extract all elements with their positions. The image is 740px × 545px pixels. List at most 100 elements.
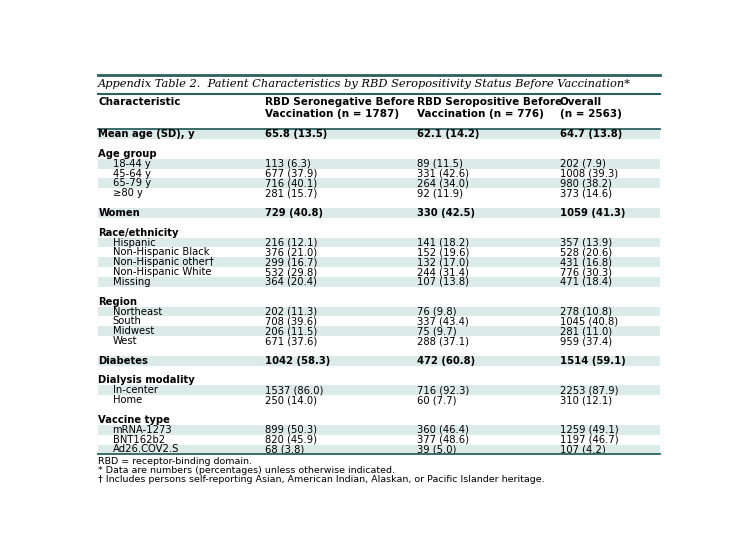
Text: 60 (7.7): 60 (7.7) bbox=[417, 395, 456, 405]
Text: Women: Women bbox=[98, 208, 140, 218]
Text: 357 (13.9): 357 (13.9) bbox=[560, 238, 612, 247]
Text: 899 (50.3): 899 (50.3) bbox=[265, 425, 317, 435]
Text: 132 (17.0): 132 (17.0) bbox=[417, 257, 468, 267]
Text: 1045 (40.8): 1045 (40.8) bbox=[560, 316, 618, 326]
Text: 331 (42.6): 331 (42.6) bbox=[417, 168, 468, 179]
Text: 250 (14.0): 250 (14.0) bbox=[265, 395, 317, 405]
Text: 377 (48.6): 377 (48.6) bbox=[417, 434, 468, 445]
Text: 729 (40.8): 729 (40.8) bbox=[265, 208, 323, 218]
Text: 62.1 (14.2): 62.1 (14.2) bbox=[417, 129, 479, 139]
Text: Diabetes: Diabetes bbox=[98, 356, 148, 366]
Bar bbox=[98, 277, 660, 287]
Bar bbox=[98, 307, 660, 317]
Text: Vaccine type: Vaccine type bbox=[98, 415, 170, 425]
Text: 202 (7.9): 202 (7.9) bbox=[560, 159, 606, 169]
Text: mRNA-1273: mRNA-1273 bbox=[112, 425, 172, 435]
Text: Home: Home bbox=[112, 395, 142, 405]
Text: 68 (3.8): 68 (3.8) bbox=[265, 445, 304, 455]
Text: Region: Region bbox=[98, 296, 137, 307]
Text: Non-Hispanic White: Non-Hispanic White bbox=[112, 267, 211, 277]
Text: Age group: Age group bbox=[98, 149, 157, 159]
Text: 278 (10.8): 278 (10.8) bbox=[560, 306, 612, 317]
Text: Overall
(n = 2563): Overall (n = 2563) bbox=[560, 98, 622, 119]
Text: ≥80 y: ≥80 y bbox=[112, 188, 142, 198]
Text: Non-Hispanic other†: Non-Hispanic other† bbox=[112, 257, 214, 267]
Text: 708 (39.6): 708 (39.6) bbox=[265, 316, 317, 326]
Bar bbox=[98, 129, 660, 139]
Text: 528 (20.6): 528 (20.6) bbox=[560, 247, 612, 257]
Text: Race/ethnicity: Race/ethnicity bbox=[98, 228, 179, 238]
Text: 45-64 y: 45-64 y bbox=[112, 168, 150, 179]
Text: Ad26.COV2.S: Ad26.COV2.S bbox=[112, 445, 179, 455]
Text: Non-Hispanic Black: Non-Hispanic Black bbox=[112, 247, 209, 257]
Text: 820 (45.9): 820 (45.9) bbox=[265, 434, 317, 445]
Bar bbox=[98, 356, 660, 366]
Text: 202 (11.3): 202 (11.3) bbox=[265, 306, 317, 317]
Text: 216 (12.1): 216 (12.1) bbox=[265, 238, 317, 247]
Text: 376 (21.0): 376 (21.0) bbox=[265, 247, 317, 257]
Bar bbox=[98, 159, 660, 168]
Text: Midwest: Midwest bbox=[112, 326, 154, 336]
Text: 1514 (59.1): 1514 (59.1) bbox=[560, 356, 625, 366]
Text: South: South bbox=[112, 316, 141, 326]
Text: 337 (43.4): 337 (43.4) bbox=[417, 316, 468, 326]
Text: 716 (92.3): 716 (92.3) bbox=[417, 385, 468, 395]
Bar bbox=[98, 385, 660, 395]
Text: 299 (16.7): 299 (16.7) bbox=[265, 257, 317, 267]
Text: 206 (11.5): 206 (11.5) bbox=[265, 326, 317, 336]
Text: 92 (11.9): 92 (11.9) bbox=[417, 188, 462, 198]
Bar bbox=[98, 257, 660, 267]
Bar bbox=[98, 238, 660, 247]
Text: 281 (11.0): 281 (11.0) bbox=[560, 326, 612, 336]
Text: In-center: In-center bbox=[112, 385, 158, 395]
Text: Mean age (SD), y: Mean age (SD), y bbox=[98, 129, 195, 139]
Bar bbox=[98, 178, 660, 189]
Text: 288 (37.1): 288 (37.1) bbox=[417, 336, 468, 346]
Text: 532 (29.8): 532 (29.8) bbox=[265, 267, 317, 277]
Text: 959 (37.4): 959 (37.4) bbox=[560, 336, 612, 346]
Text: RBD = receptor-binding domain.: RBD = receptor-binding domain. bbox=[98, 457, 252, 465]
Text: Appendix Table 2.  Patient Characteristics by RBD Seropositivity Status Before V: Appendix Table 2. Patient Characteristic… bbox=[98, 79, 631, 89]
Text: 76 (9.8): 76 (9.8) bbox=[417, 306, 456, 317]
Text: 1042 (58.3): 1042 (58.3) bbox=[265, 356, 330, 366]
Bar bbox=[98, 445, 660, 455]
Text: 65-79 y: 65-79 y bbox=[112, 178, 151, 189]
Text: RBD Seropositive Before
Vaccination (n = 776): RBD Seropositive Before Vaccination (n =… bbox=[417, 98, 562, 119]
Text: 244 (31.4): 244 (31.4) bbox=[417, 267, 468, 277]
Text: 65.8 (13.5): 65.8 (13.5) bbox=[265, 129, 327, 139]
Text: 64.7 (13.8): 64.7 (13.8) bbox=[560, 129, 622, 139]
Text: 1197 (46.7): 1197 (46.7) bbox=[560, 434, 619, 445]
Text: 89 (11.5): 89 (11.5) bbox=[417, 159, 462, 169]
Text: 1008 (39.3): 1008 (39.3) bbox=[560, 168, 618, 179]
Text: RBD Seronegative Before
Vaccination (n = 1787): RBD Seronegative Before Vaccination (n =… bbox=[265, 98, 414, 119]
Text: 141 (18.2): 141 (18.2) bbox=[417, 238, 468, 247]
Text: 310 (12.1): 310 (12.1) bbox=[560, 395, 612, 405]
Text: BNT162b2: BNT162b2 bbox=[112, 434, 165, 445]
Text: 360 (46.4): 360 (46.4) bbox=[417, 425, 468, 435]
Text: 281 (15.7): 281 (15.7) bbox=[265, 188, 317, 198]
Text: 776 (30.3): 776 (30.3) bbox=[560, 267, 612, 277]
Text: 2253 (87.9): 2253 (87.9) bbox=[560, 385, 619, 395]
Text: 472 (60.8): 472 (60.8) bbox=[417, 356, 474, 366]
Text: Northeast: Northeast bbox=[112, 306, 162, 317]
Text: 980 (38.2): 980 (38.2) bbox=[560, 178, 612, 189]
Text: 471 (18.4): 471 (18.4) bbox=[560, 277, 612, 287]
Bar bbox=[98, 208, 660, 218]
Text: 373 (14.6): 373 (14.6) bbox=[560, 188, 612, 198]
Text: West: West bbox=[112, 336, 137, 346]
Text: 39 (5.0): 39 (5.0) bbox=[417, 445, 456, 455]
Text: 677 (37.9): 677 (37.9) bbox=[265, 168, 317, 179]
Text: 75 (9.7): 75 (9.7) bbox=[417, 326, 456, 336]
Text: 1537 (86.0): 1537 (86.0) bbox=[265, 385, 323, 395]
Text: 1059 (41.3): 1059 (41.3) bbox=[560, 208, 625, 218]
Text: Hispanic: Hispanic bbox=[112, 238, 155, 247]
Text: * Data are numbers (percentages) unless otherwise indicated.: * Data are numbers (percentages) unless … bbox=[98, 466, 395, 475]
Text: † Includes persons self-reporting Asian, American Indian, Alaskan, or Pacific Is: † Includes persons self-reporting Asian,… bbox=[98, 475, 545, 484]
Text: 1259 (49.1): 1259 (49.1) bbox=[560, 425, 619, 435]
Text: Characteristic: Characteristic bbox=[98, 98, 181, 107]
Bar bbox=[98, 326, 660, 336]
Text: 264 (34.0): 264 (34.0) bbox=[417, 178, 468, 189]
Text: Dialysis modality: Dialysis modality bbox=[98, 376, 195, 385]
Text: 113 (6.3): 113 (6.3) bbox=[265, 159, 310, 169]
Text: 18-44 y: 18-44 y bbox=[112, 159, 150, 169]
